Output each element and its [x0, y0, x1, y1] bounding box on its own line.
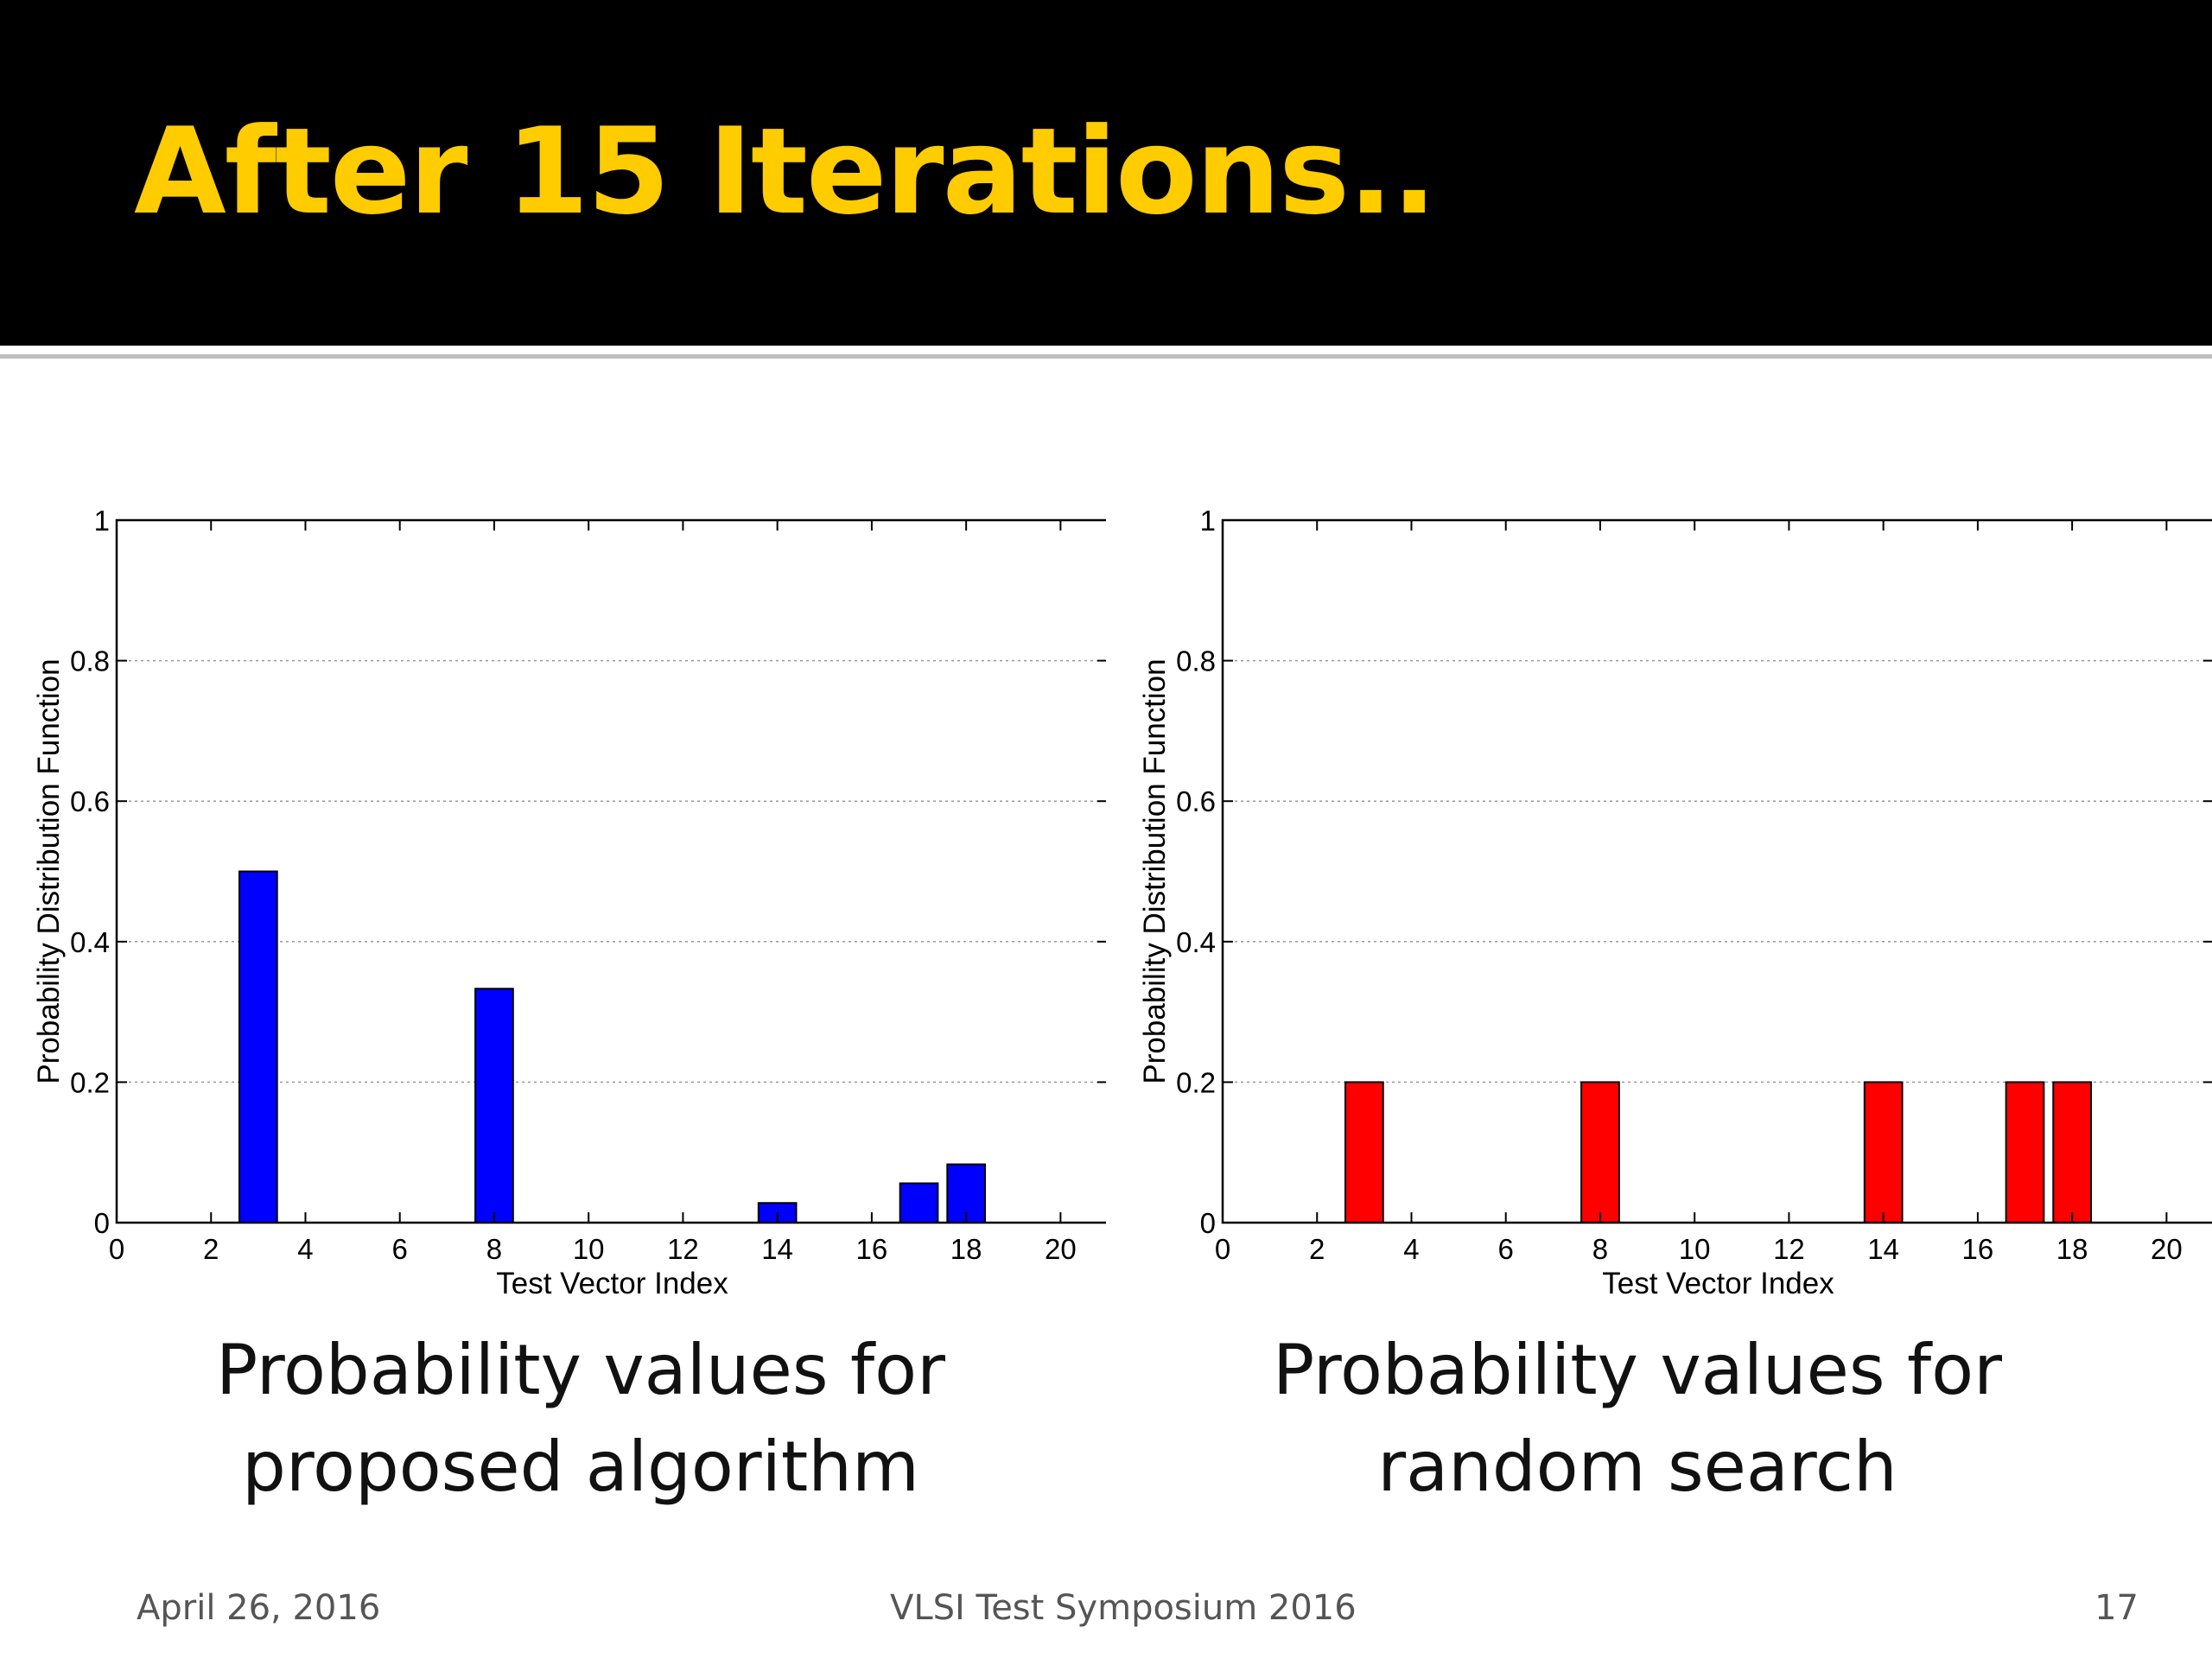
x-tick-label: 10 — [1679, 1233, 1711, 1265]
x-tick-label: 2 — [203, 1233, 219, 1265]
x-tick-label: 12 — [667, 1233, 699, 1265]
x-tick-label: 14 — [761, 1233, 793, 1265]
y-axis-label: Probability Distribution Function — [32, 658, 66, 1084]
caption-line: random search — [1377, 1427, 1897, 1507]
slide-title: After 15 Iterations.. — [134, 102, 1437, 241]
y-tick-label: 1 — [94, 505, 110, 537]
caption-line: Probability values for — [1273, 1330, 2002, 1410]
y-tick-label: 0 — [1200, 1207, 1216, 1239]
y-tick-label: 0.4 — [1176, 926, 1216, 958]
footer-date: April 26, 2016 — [137, 1588, 381, 1628]
plot-area — [117, 520, 1106, 1223]
header-divider — [0, 354, 2212, 359]
axes-frame — [1221, 518, 2212, 1224]
x-tick-label: 20 — [2151, 1233, 2183, 1265]
x-tick-label: 6 — [392, 1233, 408, 1265]
x-tick-label: 16 — [1962, 1233, 1994, 1265]
bar — [474, 988, 514, 1224]
bar-chart-random: 0 2 4 6 8 10 12 14 16 18 20 0 0.2 0.4 0.6 0.8 1 Test Vect… — [1138, 505, 2212, 1300]
caption-proposed-algorithm: Probability values for proposed algorith… — [105, 1322, 1056, 1516]
y-tick-label: 0.6 — [1176, 785, 1216, 817]
title-bar: After 15 Iterations.. — [0, 0, 2212, 346]
bar — [2005, 1081, 2045, 1224]
y-tick-label: 0.8 — [70, 645, 110, 677]
footer-event: VLSI Test Symposium 2016 — [890, 1588, 1357, 1628]
bar — [2052, 1081, 2092, 1224]
x-tick-label: 8 — [486, 1233, 502, 1265]
x-tick-label: 0 — [1215, 1233, 1230, 1265]
x-tick-label: 14 — [1867, 1233, 1899, 1265]
x-tick-label: 20 — [1045, 1233, 1077, 1265]
axes-frame — [115, 518, 1106, 1224]
x-tick-label: 8 — [1592, 1233, 1608, 1265]
caption-line: Probability values for — [216, 1330, 945, 1410]
y-tick-label: 0.2 — [1176, 1066, 1216, 1098]
x-tick-label: 18 — [950, 1233, 982, 1265]
chart-proposed-algorithm: 0 2 4 6 8 10 12 14 16 18 20 0 0.2 0.4 0.6 0.8 1 Test Vect… — [0, 501, 1106, 1313]
x-tick-label: 4 — [1403, 1233, 1419, 1265]
x-tick-label: 12 — [1773, 1233, 1805, 1265]
caption-random-search: Probability values for random search — [1162, 1322, 2113, 1516]
y-tick-label: 0 — [94, 1207, 110, 1239]
y-tick-label: 0.2 — [70, 1066, 110, 1098]
x-tick-label: 0 — [109, 1233, 124, 1265]
y-tick-label: 0.8 — [1176, 645, 1216, 677]
x-tick-label: 2 — [1309, 1233, 1325, 1265]
x-tick-label: 16 — [856, 1233, 888, 1265]
y-tick-label: 0.6 — [70, 785, 110, 817]
caption-line: proposed algorithm — [242, 1427, 919, 1507]
x-tick-label: 10 — [573, 1233, 605, 1265]
x-tick-label: 18 — [2056, 1233, 2088, 1265]
y-axis-label: Probability Distribution Function — [1138, 658, 1172, 1084]
plot-area — [1223, 520, 2212, 1223]
x-tick-label: 4 — [297, 1233, 313, 1265]
footer-page-number: 17 — [2094, 1588, 2139, 1628]
bar — [1863, 1081, 1904, 1224]
x-axis-label: Test Vector Index — [1602, 1267, 1834, 1300]
chart-random-search: 0 2 4 6 8 10 12 14 16 18 20 0 0.2 0.4 0.6 0.8 1 Test Vect… — [1106, 501, 2212, 1313]
bar — [899, 1182, 939, 1224]
x-axis-label: Test Vector Index — [496, 1267, 728, 1300]
y-tick-label: 1 — [1200, 505, 1216, 537]
x-tick-label: 6 — [1498, 1233, 1514, 1265]
bar — [238, 870, 278, 1224]
bar — [1580, 1081, 1620, 1224]
y-tick-label: 0.4 — [70, 926, 110, 958]
bar-chart-proposed: 0 2 4 6 8 10 12 14 16 18 20 0 0.2 0.4 0.6 0.8 1 Test Vect… — [32, 505, 1106, 1300]
bar — [1344, 1081, 1384, 1224]
